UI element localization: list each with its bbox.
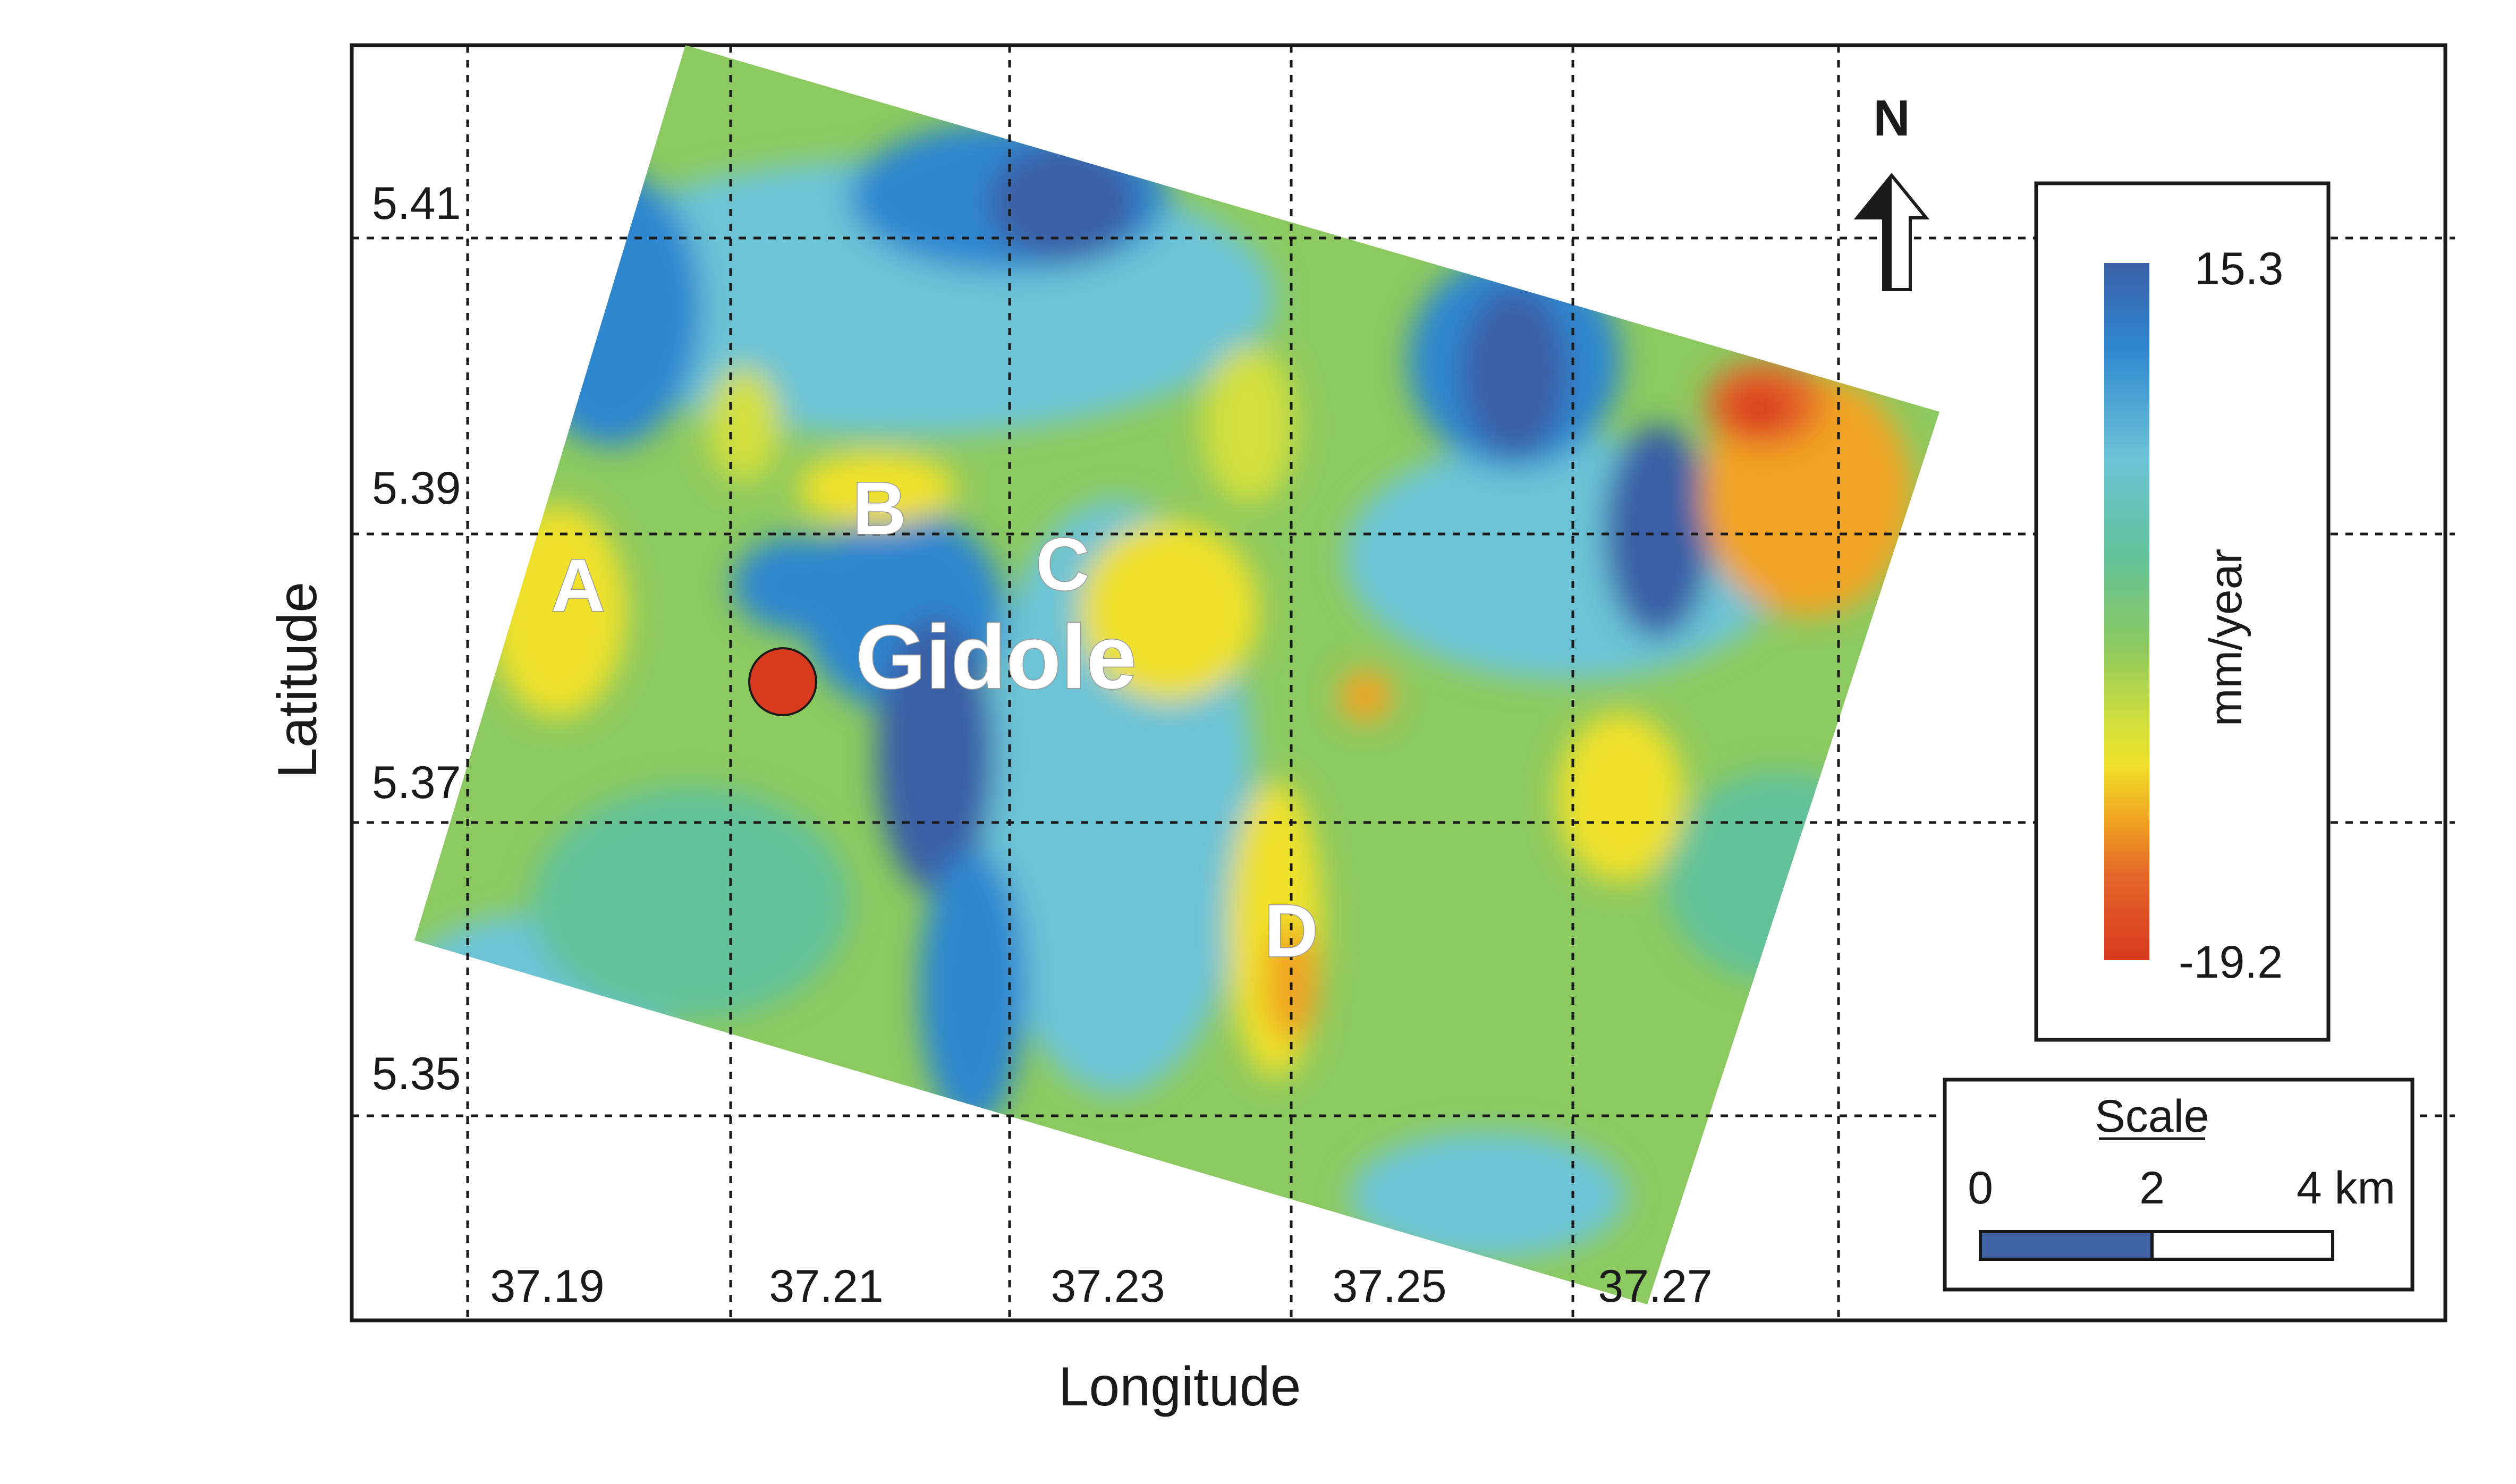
- latitude-tick-label: 5.39: [372, 463, 461, 514]
- longitude-tick-label: 37.27: [1598, 1261, 1712, 1312]
- longitude-tick-label: 37.25: [1332, 1261, 1446, 1312]
- x-axis-title: Longitude: [1058, 1356, 1301, 1418]
- colorbar: [2104, 263, 2149, 960]
- y-axis-title: Latitude: [267, 582, 328, 778]
- longitude-tick-label: 37.21: [769, 1261, 883, 1312]
- town-label: Gidole: [855, 607, 1137, 708]
- colorbar-legend: 15.3 -19.2 mm/year: [2034, 181, 2331, 1042]
- scale-legend: Scale 0 2 4 km: [1943, 1078, 2415, 1292]
- scale-title: Scale: [2095, 1091, 2209, 1142]
- north-label: N: [1873, 90, 1910, 147]
- latitude-tick-label: 5.37: [372, 757, 461, 808]
- site-label-d: D: [1264, 889, 1318, 972]
- latitude-tick-label: 5.35: [372, 1048, 461, 1099]
- colorbar-max-label: 15.3: [2195, 243, 2283, 294]
- site-label-c: C: [1036, 522, 1089, 606]
- scale-tick-label: 0: [1968, 1163, 1993, 1214]
- longitude-tick-label: 37.23: [1051, 1261, 1165, 1312]
- colorbar-unit-label: mm/year: [2200, 549, 2251, 726]
- scale-bar-empty: [2150, 1230, 2334, 1261]
- scale-tick-label: 2: [2139, 1163, 2165, 1214]
- site-label-a: A: [551, 544, 605, 627]
- site-label-b: B: [852, 467, 906, 550]
- north-arrow-icon: [1853, 173, 1930, 291]
- scale-tick-label: 4 km: [2297, 1163, 2395, 1214]
- graticule: [352, 45, 2455, 1320]
- scale-bar-filled: [1979, 1230, 2154, 1261]
- town-marker: [748, 647, 817, 716]
- longitude-tick-label: 37.19: [490, 1261, 604, 1312]
- latitude-tick-label: 5.41: [372, 178, 461, 229]
- colorbar-min-label: -19.2: [2179, 937, 2283, 988]
